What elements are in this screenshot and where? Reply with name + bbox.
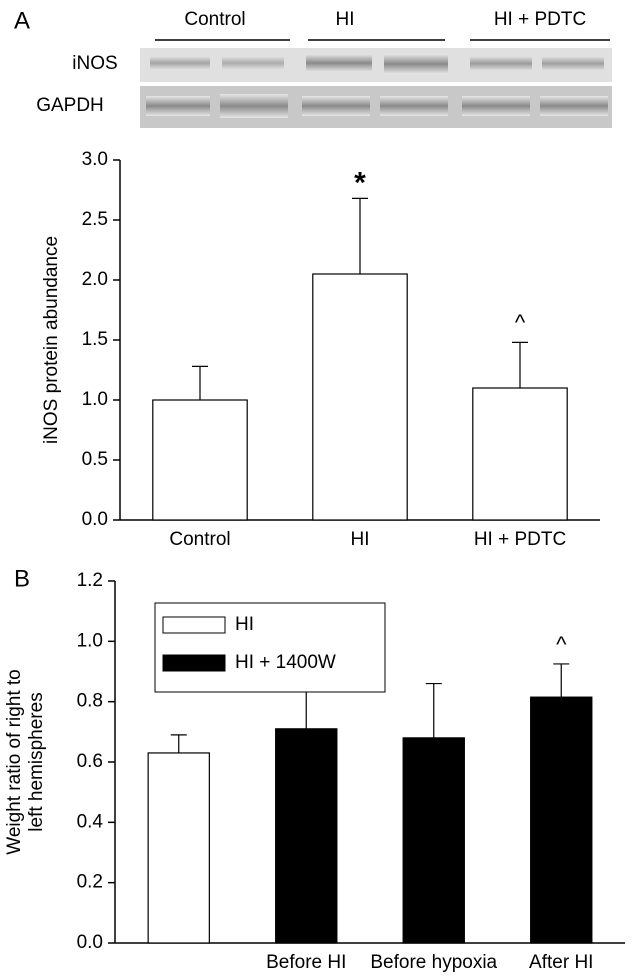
y-tick-label: 1.5 — [82, 329, 108, 350]
group-label: Control — [184, 9, 245, 30]
legend-box — [154, 602, 386, 693]
group-label: HI + PDTC — [494, 9, 586, 30]
y-axis-label: iNOS protein abundance — [41, 236, 62, 444]
x-tick-label: HI — [351, 529, 370, 550]
legend-swatch — [162, 616, 226, 634]
error-bar — [553, 663, 570, 698]
panel-label: B — [14, 565, 30, 592]
bar — [472, 387, 568, 521]
blot-band — [220, 94, 288, 118]
bar — [402, 737, 465, 944]
x-tick-label: Before hypoxia — [370, 952, 497, 973]
y-tick-label: 2.5 — [82, 209, 108, 230]
y-tick-label: 3.0 — [82, 149, 108, 170]
blot-strip — [140, 48, 612, 82]
significance-marker: ^ — [556, 632, 567, 657]
blot-band — [306, 54, 372, 72]
blot-band — [302, 96, 370, 116]
legend-swatch — [162, 654, 226, 672]
error-bar — [170, 734, 187, 753]
panel-label: A — [14, 7, 30, 34]
y-axis-label: Weight ratio of right to — [4, 669, 25, 855]
blot-band — [222, 56, 284, 70]
x-tick-label: After HI — [529, 952, 593, 973]
y-tick-label: 1.0 — [82, 389, 108, 410]
bar — [147, 752, 210, 944]
blot-strip — [140, 86, 612, 128]
significance-marker: ^ — [515, 310, 526, 335]
blot-band — [462, 96, 530, 116]
blot-band — [380, 96, 448, 116]
y-tick-label: 0.4 — [77, 811, 104, 832]
y-tick-label: 0.5 — [82, 449, 108, 470]
legend-label: HI — [235, 614, 254, 635]
error-bar — [425, 682, 442, 738]
legend-label: HI + 1400W — [235, 652, 336, 673]
significance-marker: * — [354, 166, 366, 199]
blot-band — [146, 96, 210, 116]
error-bar — [352, 197, 368, 274]
row-label: GAPDH — [36, 95, 104, 116]
error-bar — [512, 341, 528, 388]
y-tick-label: 1.2 — [77, 570, 103, 591]
error-bar — [192, 365, 208, 400]
row-label: iNOS — [72, 53, 117, 74]
bar — [530, 696, 593, 944]
x-tick-label: HI + PDTC — [474, 529, 566, 550]
blot-band — [150, 56, 210, 70]
y-axis-label: left hemispheres — [26, 692, 47, 831]
blot-band — [470, 56, 532, 71]
x-tick-label: Before HI — [266, 952, 346, 973]
y-tick-label: 0.8 — [77, 691, 103, 712]
y-tick-label: 1.0 — [77, 630, 103, 651]
blot-band — [542, 56, 604, 71]
blot-band — [540, 96, 608, 116]
western-blot: Control HI HI + PDTC iNOS GAPDH — [36, 9, 612, 128]
y-tick-label: 2.0 — [82, 269, 108, 290]
y-tick-label: 0.0 — [77, 932, 103, 953]
y-tick-label: 0.2 — [77, 872, 103, 893]
y-tick-label: 0.6 — [77, 751, 103, 772]
bar — [152, 399, 248, 521]
blot-band — [384, 54, 448, 74]
bar — [275, 728, 338, 944]
bar — [312, 273, 408, 521]
group-label: HI — [336, 9, 355, 30]
x-tick-label: Control — [169, 529, 230, 550]
y-tick-label: 0.0 — [82, 509, 108, 530]
